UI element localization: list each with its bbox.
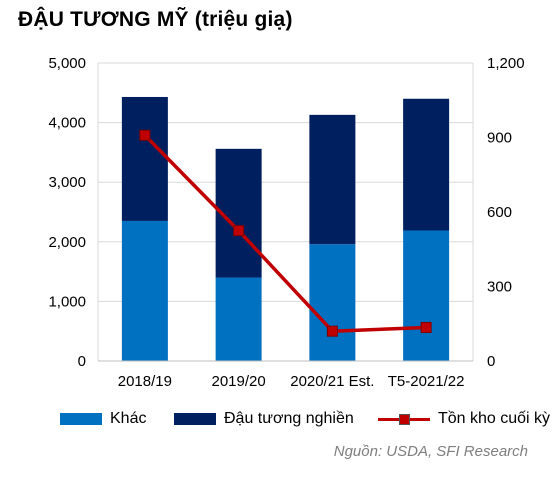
y-right-tick-label: 1,200 <box>487 55 525 72</box>
stock-line <box>139 129 432 337</box>
legend-item-ton-kho: Tồn kho cuối kỳ <box>378 410 550 428</box>
legend-label-khac: Khác <box>110 410 147 427</box>
y-left-tick-label: 5,000 <box>48 55 86 72</box>
legend-swatch-ton-kho <box>378 413 430 425</box>
y-left-tick-label: 1,000 <box>48 293 86 310</box>
bar-khac <box>121 220 168 361</box>
legend-swatch-khac <box>60 413 102 425</box>
legend-label-dau-tuong-nghien: Đậu tương nghiền <box>224 410 354 427</box>
x-tick-label: 2018/19 <box>118 373 172 390</box>
y-left-tick-label: 2,000 <box>48 234 86 251</box>
x-tick-label: T5-2021/22 <box>388 373 465 390</box>
marker-ton-kho <box>233 225 245 237</box>
bar-khac <box>215 277 262 361</box>
legend: Khác Đậu tương nghiền Tồn kho cuối kỳ <box>0 410 552 434</box>
line-ton-kho <box>143 134 427 333</box>
axes <box>97 63 474 362</box>
legend-item-khac: Khác <box>60 410 146 428</box>
source-note: Nguồn: USDA, SFI Research <box>333 443 528 460</box>
legend-item-dau-tuong-nghien: Đậu tương nghiền <box>174 410 354 428</box>
x-tick-label: 2020/21 Est. <box>290 373 374 390</box>
bar-khac <box>309 244 356 361</box>
bar-dau-tuong-nghien <box>309 114 356 245</box>
marker-ton-kho <box>326 325 338 337</box>
x-tick-label: 2019/20 <box>212 373 266 390</box>
y-left-tick-label: 4,000 <box>48 115 86 132</box>
marker-ton-kho <box>139 129 151 141</box>
bar-khac <box>403 230 450 361</box>
marker-ton-kho <box>420 321 432 333</box>
tick-labels: 0 1,000 2,000 3,000 4,000 5,000 0 300 600 900 1,20… <box>48 55 524 390</box>
y-left-tick-label: 0 <box>78 353 86 370</box>
bar-dau-tuong-nghien <box>121 96 168 221</box>
y-left-tick-label: 3,000 <box>48 174 86 191</box>
legend-label-ton-kho: Tồn kho cuối kỳ <box>438 410 551 427</box>
legend-swatch-dau-tuong-nghien <box>174 413 216 425</box>
y-right-tick-label: 600 <box>487 204 512 221</box>
y-right-tick-label: 300 <box>487 279 512 296</box>
chart-title: ĐẬU TƯƠNG MỸ (triệu giạ) <box>18 8 293 31</box>
y-right-tick-label: 0 <box>487 353 495 370</box>
y-right-tick-label: 900 <box>487 130 512 147</box>
bar-dau-tuong-nghien <box>403 98 450 231</box>
bars <box>121 96 450 361</box>
